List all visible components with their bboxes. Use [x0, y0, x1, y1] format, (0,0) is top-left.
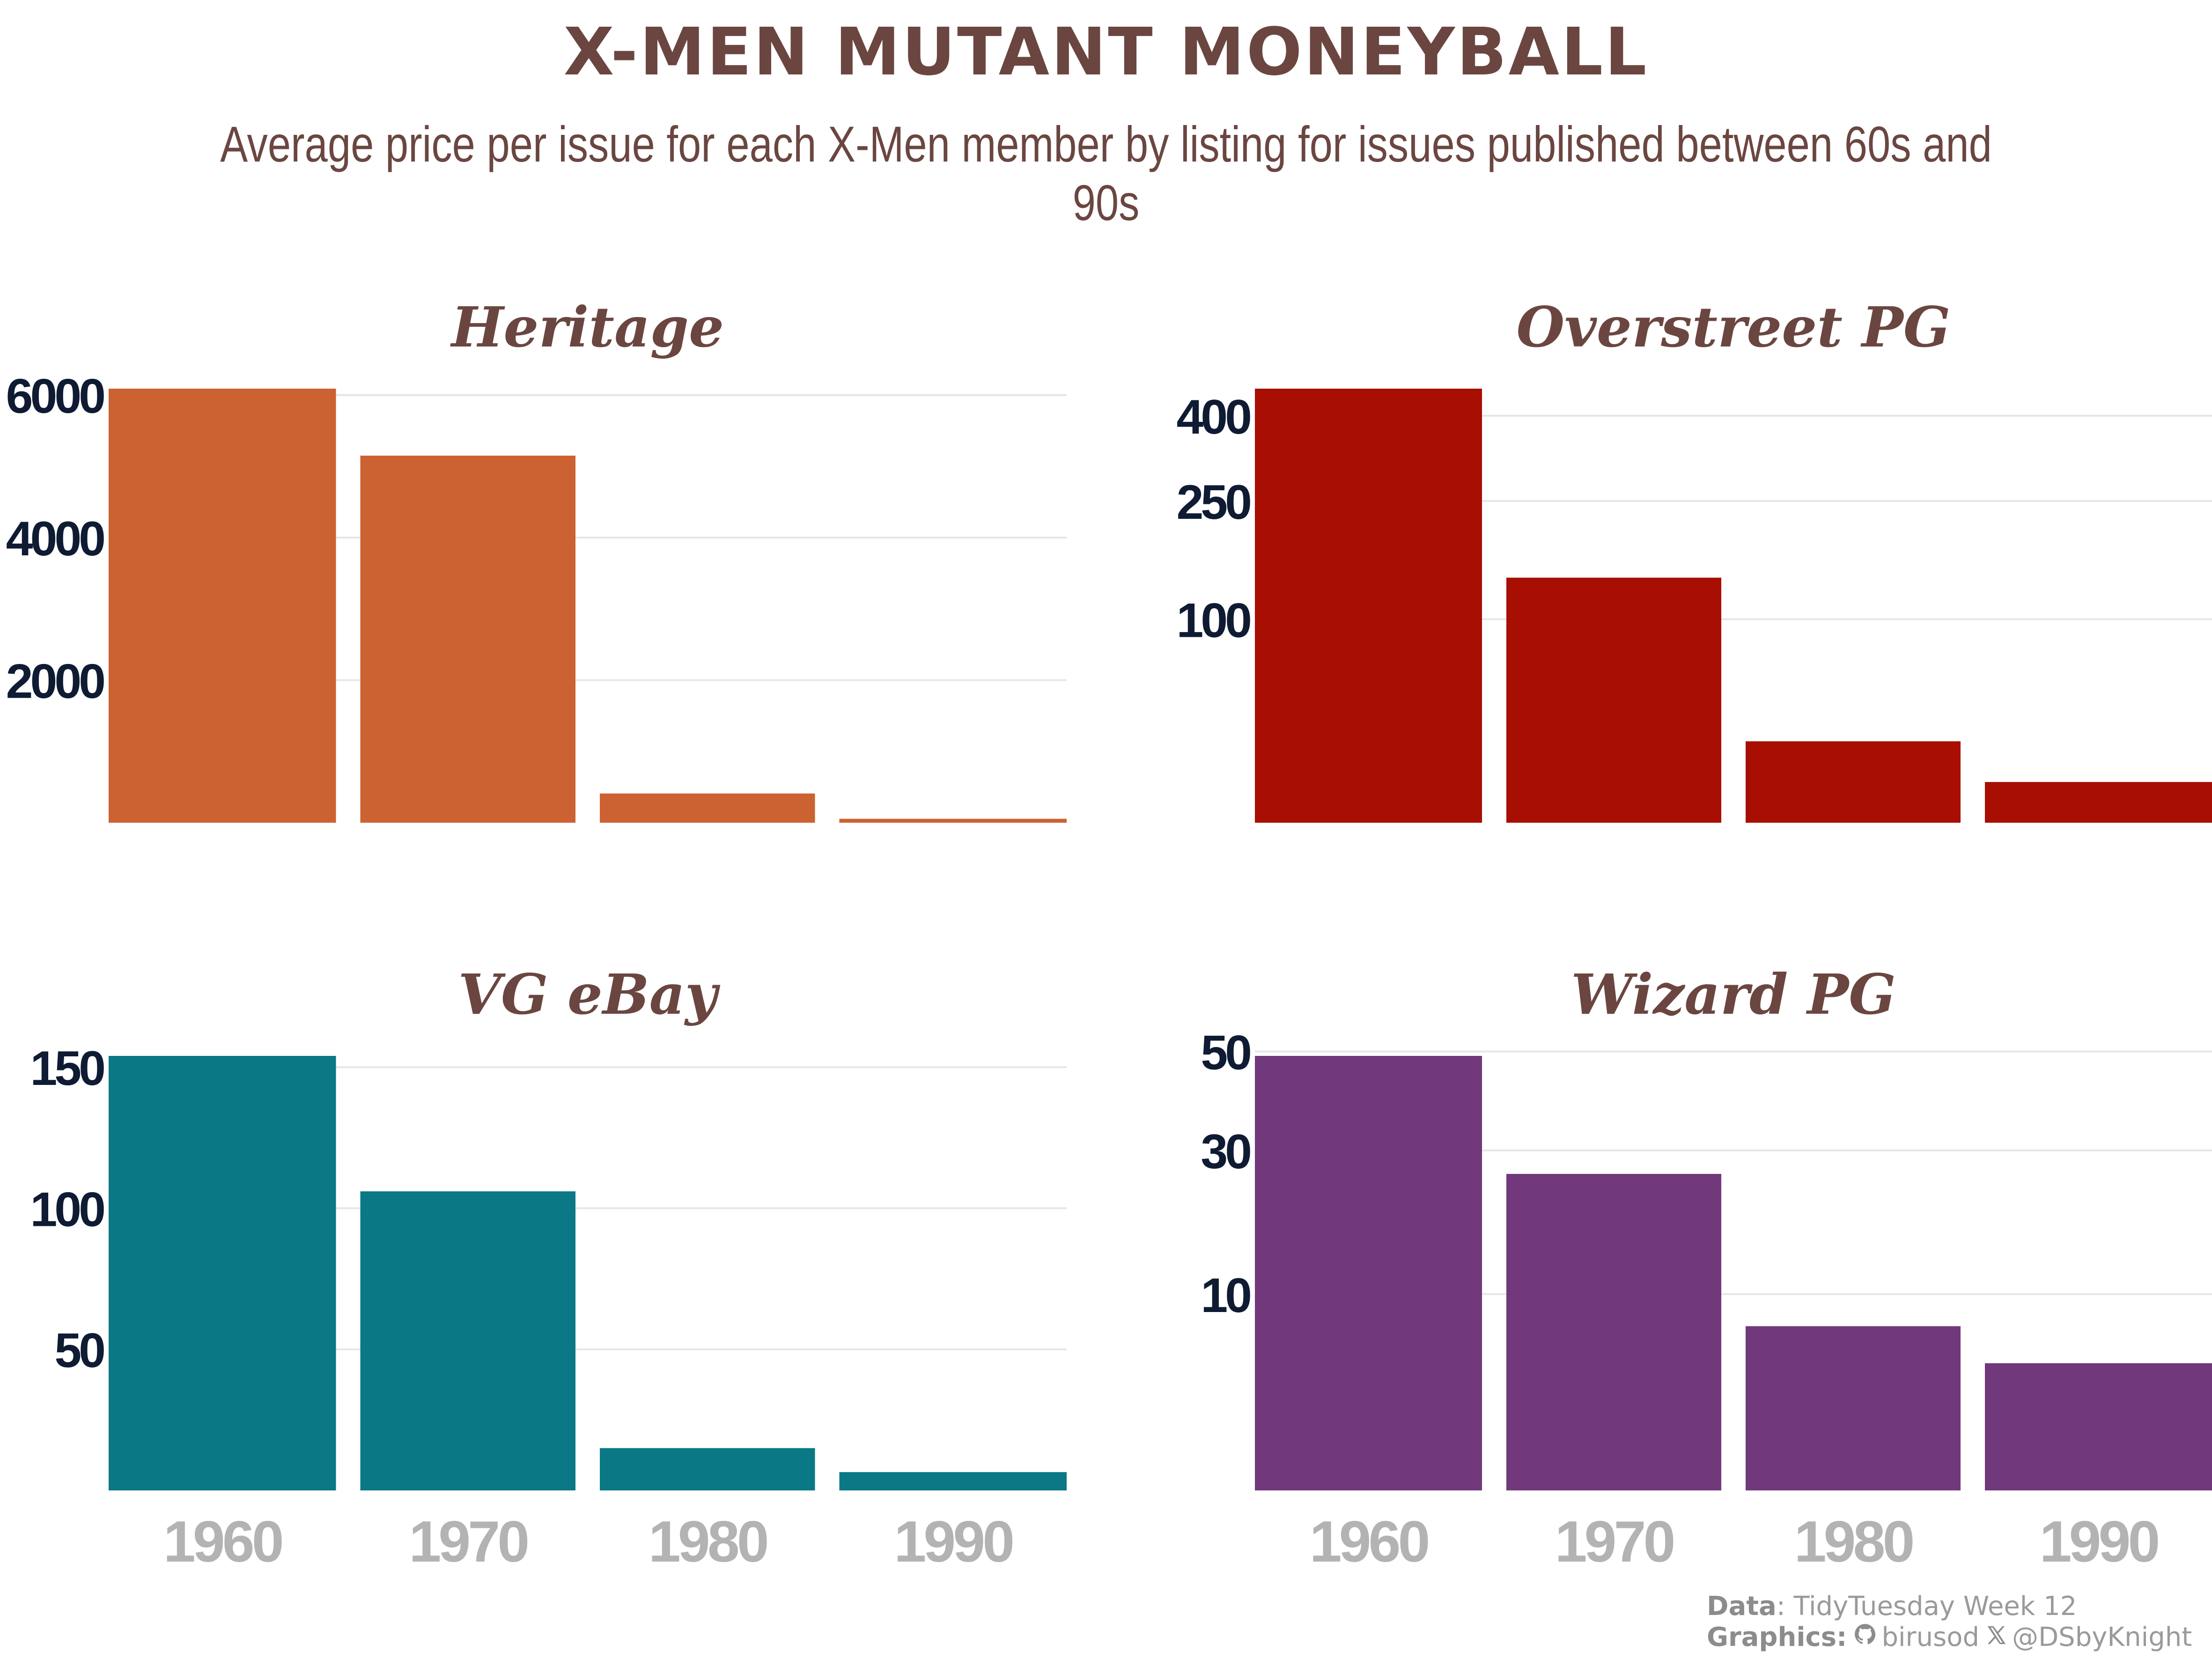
bar-overstreet-pg-1980 [1746, 741, 1961, 823]
x-tick-label: 1990 [894, 1510, 1012, 1574]
panel-overstreet-pg: Overstreet PG 100 250 400 [1176, 295, 2212, 823]
bar-vg-ebay-1980 [600, 1448, 815, 1490]
caption: Data: TidyTuesday Week 12 Graphics: birus… [1707, 1591, 2192, 1653]
y-tick-label: 400 [1176, 390, 1250, 444]
bar-vg-ebay-1970 [360, 1191, 575, 1490]
caption-data-label: Data [1707, 1591, 1777, 1622]
x-logo-icon [1986, 1622, 2007, 1653]
y-tick-label: 50 [54, 1324, 104, 1378]
panel-heritage: Heritage 2000 4000 6000 [6, 295, 1067, 823]
chart-subtitle: Average price per issue for each X-Men m… [220, 116, 1992, 231]
caption-graphics-line: Graphics: birusod @DSbyKnight [1707, 1622, 2192, 1653]
x-tick-label: 1960 [1310, 1510, 1428, 1574]
caption-graphics-label: Graphics: [1707, 1622, 1847, 1652]
bar-overstreet-pg-1960 [1255, 389, 1482, 823]
x-tick-label: 1960 [163, 1510, 282, 1574]
x-tick-label: 1980 [1794, 1510, 1913, 1574]
caption-data-value: : TidyTuesday Week 12 [1776, 1591, 2077, 1622]
bar-overstreet-pg-1990 [1985, 782, 2212, 823]
y-tick-label: 30 [1201, 1125, 1250, 1179]
bar-wizard-pg-1990 [1985, 1363, 2212, 1490]
panel-title-wizard-pg: Wizard PG [1571, 962, 1896, 1027]
bar-overstreet-pg-1970 [1506, 577, 1721, 823]
x-handle: @DSbyKnight [2012, 1622, 2192, 1652]
y-tick-label: 50 [1201, 1026, 1250, 1080]
bar-heritage-1990 [839, 818, 1067, 823]
x-tick-label: 1970 [409, 1510, 527, 1574]
panel-title-overstreet-pg: Overstreet PG [1517, 295, 1951, 360]
panel-title-heritage: Heritage [450, 295, 724, 360]
y-tick-label: 4000 [6, 512, 104, 566]
bar-wizard-pg-1980 [1746, 1326, 1961, 1490]
y-tick-label: 10 [1201, 1268, 1250, 1323]
panel-title-vg-ebay: VG eBay [458, 962, 721, 1027]
caption-data-line: Data: TidyTuesday Week 12 [1707, 1591, 2192, 1622]
bar-vg-ebay-1960 [109, 1056, 336, 1490]
y-tick-label: 100 [30, 1182, 104, 1237]
y-tick-label: 100 [1176, 593, 1250, 648]
bar-heritage-1960 [109, 389, 336, 823]
y-tick-label: 6000 [6, 369, 104, 424]
github-handle: birusod [1881, 1622, 1980, 1652]
bar-wizard-pg-1960 [1255, 1056, 1482, 1490]
github-icon [1853, 1622, 1877, 1653]
chart-title: X-MEN MUTANT MONEYBALL [563, 14, 1649, 90]
bar-vg-ebay-1990 [839, 1472, 1067, 1490]
bar-heritage-1980 [600, 793, 815, 823]
x-tick-label: 1980 [649, 1510, 767, 1574]
y-tick-label: 2000 [6, 655, 104, 709]
panel-vg-ebay: VG eBay 50 100 150 1960 1970 1980 1990 [30, 962, 1067, 1574]
bar-wizard-pg-1970 [1506, 1174, 1721, 1490]
bar-heritage-1970 [360, 456, 575, 823]
y-tick-label: 250 [1176, 475, 1250, 530]
x-tick-label: 1990 [2040, 1510, 2158, 1574]
x-tick-label: 1970 [1555, 1510, 1674, 1574]
panel-wizard-pg: Wizard PG 10 30 50 1960 1970 1980 1990 [1201, 962, 2212, 1574]
y-tick-label: 150 [30, 1041, 104, 1096]
